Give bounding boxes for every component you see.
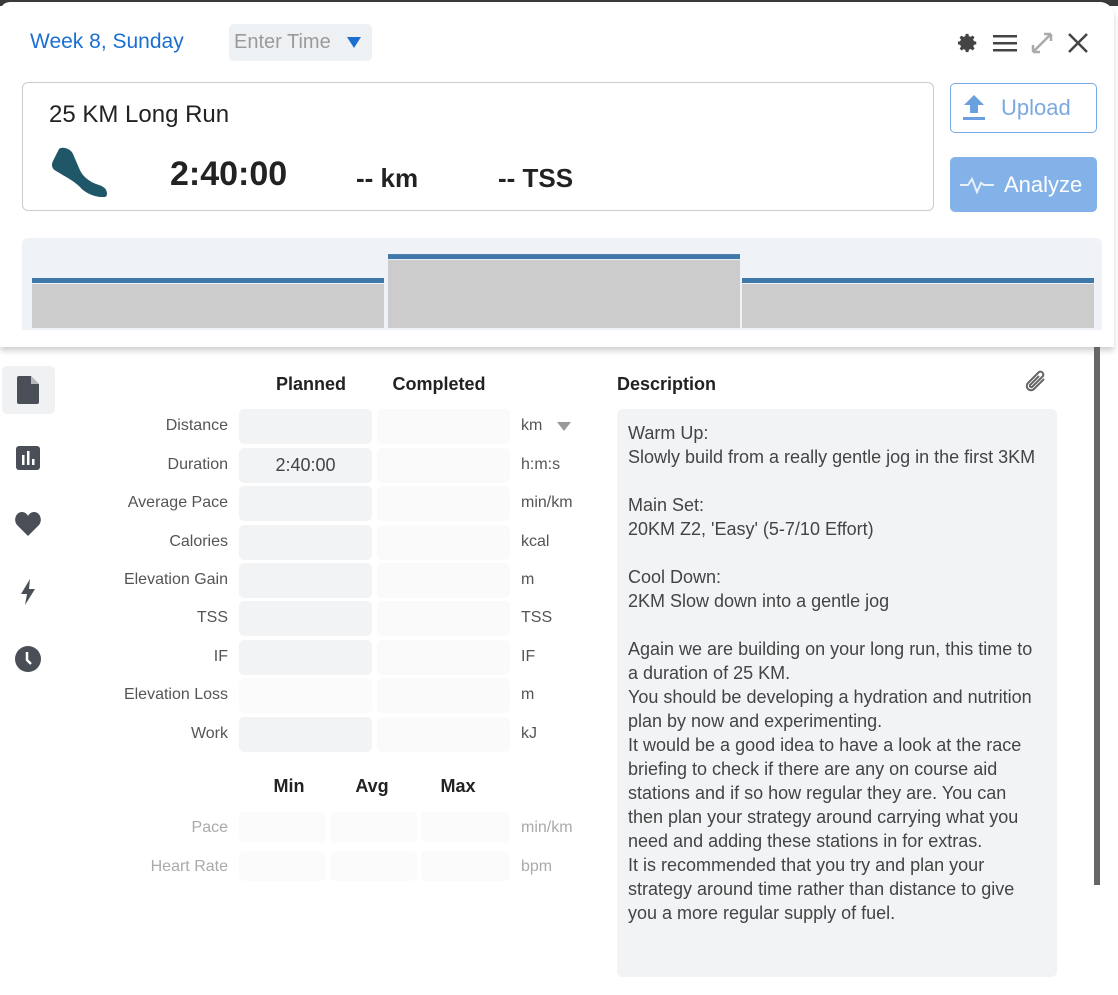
completed-input[interactable]: [377, 717, 510, 752]
unit-dropdown-caret-icon[interactable]: [557, 422, 571, 431]
planned-duration: 2:40:00: [170, 155, 288, 193]
completed-header: Completed: [392, 374, 486, 394]
planned-input[interactable]: [239, 601, 372, 636]
clock-icon: [15, 646, 41, 672]
menu-icon[interactable]: [992, 30, 1018, 56]
metric-label: IF: [213, 648, 228, 665]
upload-icon: [963, 95, 985, 120]
metric-label: TSS: [196, 609, 228, 626]
week-day-title: Week 8, Sunday: [30, 30, 184, 53]
profile-step-target-line: [32, 278, 384, 283]
analyze-label: Analyze: [1004, 171, 1083, 197]
completed-input[interactable]: [377, 640, 510, 675]
completed-input[interactable]: [377, 678, 510, 713]
planned-input[interactable]: [239, 486, 372, 521]
min-input[interactable]: [239, 851, 326, 881]
workout-modal-header: Week 8, Sunday Enter Time 25 KM Long Run…: [0, 2, 1114, 347]
heart-icon: [15, 512, 41, 536]
metric-unit: m: [521, 686, 535, 703]
completed-input[interactable]: [377, 601, 510, 636]
workout-profile-chart: [22, 238, 1102, 330]
running-shoe-icon: [51, 147, 111, 202]
avg-header: Avg: [355, 776, 389, 796]
range-label: Heart Rate: [150, 858, 228, 875]
completed-input[interactable]: [377, 486, 510, 521]
description-title: Description: [617, 374, 717, 394]
expand-icon[interactable]: [1029, 30, 1055, 56]
upload-label: Upload: [1001, 95, 1071, 120]
metric-label: Distance: [165, 417, 228, 434]
enter-time-dropdown[interactable]: Enter Time: [229, 24, 372, 61]
upload-button[interactable]: Upload: [950, 83, 1097, 133]
document-icon: [17, 376, 39, 404]
tss-summary: -- TSS: [498, 163, 574, 193]
max-input[interactable]: [421, 851, 510, 881]
profile-step: [742, 284, 1094, 330]
scrollbar[interactable]: [1094, 347, 1100, 885]
range-label: Pace: [191, 819, 228, 836]
planned-input[interactable]: [239, 409, 372, 444]
completed-input[interactable]: [377, 525, 510, 560]
description-text[interactable]: Warm Up: Slowly build from a really gent…: [617, 409, 1057, 977]
planned-input[interactable]: 2:40:00: [239, 448, 372, 483]
range-unit: min/km: [521, 819, 573, 836]
analyze-button[interactable]: Analyze: [950, 157, 1097, 212]
metric-label: Average Pace: [127, 494, 228, 511]
planned-input[interactable]: [239, 563, 372, 598]
time-placeholder: Enter Time: [234, 31, 331, 53]
lightning-icon: [21, 579, 35, 605]
metric-unit: kJ: [521, 725, 537, 742]
avg-input[interactable]: [330, 851, 417, 881]
bar-chart-icon: [16, 446, 40, 470]
sidebar-item-details[interactable]: [14, 376, 42, 404]
max-input[interactable]: [421, 812, 510, 842]
metric-label: Elevation Loss: [123, 686, 228, 703]
sidebar-item-power[interactable]: [14, 578, 42, 606]
gear-icon[interactable]: [955, 30, 981, 56]
metric-unit: kcal: [521, 533, 550, 550]
workout-title: 25 KM Long Run: [49, 101, 230, 128]
range-unit: bpm: [521, 858, 553, 875]
planned-input[interactable]: [239, 525, 372, 560]
caret-down-icon: [347, 37, 361, 48]
sidebar-item-history[interactable]: [14, 645, 42, 673]
profile-step-target-line: [388, 254, 740, 260]
planned-input[interactable]: [239, 640, 372, 675]
metric-label: Elevation Gain: [123, 571, 228, 588]
completed-input[interactable]: [377, 448, 510, 483]
completed-input[interactable]: [377, 563, 510, 598]
profile-step-target-line: [742, 278, 1094, 283]
metric-unit: TSS: [521, 609, 553, 626]
metric-label: Work: [190, 725, 228, 742]
planned-header: Planned: [275, 374, 347, 394]
profile-step: [32, 284, 384, 330]
max-header: Max: [440, 776, 476, 796]
metric-unit: min/km: [521, 494, 573, 511]
metric-unit: h:m:s: [521, 456, 561, 473]
planned-input[interactable]: [239, 717, 372, 752]
profile-step: [388, 260, 740, 330]
min-input[interactable]: [239, 812, 326, 842]
distance-summary: -- km: [356, 163, 419, 193]
close-icon[interactable]: [1065, 30, 1091, 56]
pulse-icon: [960, 176, 994, 195]
planned-input[interactable]: [239, 678, 372, 713]
metric-label: Duration: [167, 456, 228, 473]
completed-input[interactable]: [377, 409, 510, 444]
workout-summary-card: 25 KM Long Run 2:40:00 -- km -- TSS: [22, 82, 934, 211]
sidebar-item-analysis[interactable]: [14, 444, 42, 472]
min-header: Min: [273, 776, 305, 796]
sidebar-item-heart-rate[interactable]: [14, 510, 42, 538]
metric-unit: m: [521, 571, 535, 588]
metric-label: Calories: [169, 533, 228, 550]
avg-input[interactable]: [330, 812, 417, 842]
metric-unit: km: [521, 417, 543, 434]
paperclip-icon[interactable]: [1024, 369, 1050, 400]
metric-unit: IF: [521, 648, 536, 665]
